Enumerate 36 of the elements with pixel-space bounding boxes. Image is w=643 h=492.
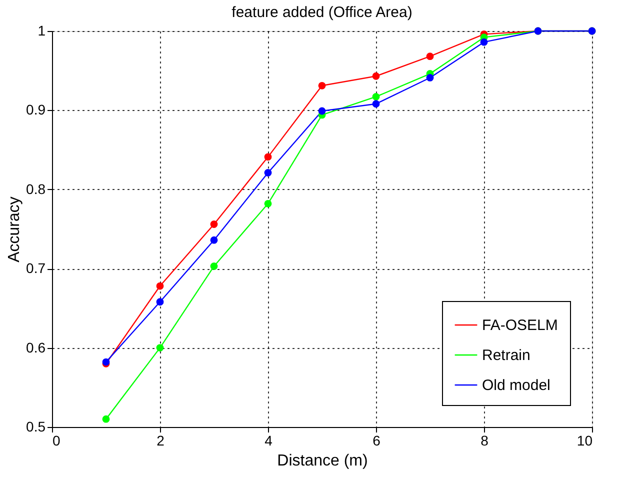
y-axis-title: Accuracy (6, 196, 24, 262)
x-tick-label: 4 (264, 432, 273, 448)
point (102, 415, 110, 423)
point (318, 107, 326, 115)
point (318, 82, 326, 90)
chart-title: feature added (Office Area) (232, 4, 412, 21)
y-tick-label: 0.8 (26, 180, 46, 197)
point (210, 236, 218, 244)
point (372, 72, 380, 80)
point (156, 282, 164, 290)
point (480, 38, 488, 46)
x-tick-label: 2 (156, 432, 165, 448)
x-tick-label: 6 (372, 432, 381, 448)
point (372, 93, 380, 100)
point (372, 100, 380, 108)
point (264, 200, 272, 208)
legend-label: Retrain (482, 347, 530, 364)
point (264, 153, 272, 161)
y-tick-label: 0.7 (26, 260, 46, 276)
point (156, 298, 164, 306)
y-tick-label: 1 (38, 22, 46, 38)
point (210, 262, 218, 270)
x-tick-label: 0 (52, 432, 60, 448)
x-tick-label: 10 (576, 432, 593, 448)
point (264, 169, 272, 176)
y-tick-label: 0.6 (26, 339, 46, 356)
point (210, 220, 218, 228)
point (156, 344, 164, 352)
point (426, 74, 434, 82)
y-tick-label: 0.9 (26, 102, 46, 118)
point (426, 52, 434, 60)
x-tick-label: 8 (480, 432, 489, 448)
legend-label: FA-OSELM (482, 317, 558, 334)
legend-label: Old model (482, 377, 550, 394)
x-axis-title: Distance (m) (277, 452, 368, 470)
y-tick-label: 0.5 (26, 418, 46, 434)
